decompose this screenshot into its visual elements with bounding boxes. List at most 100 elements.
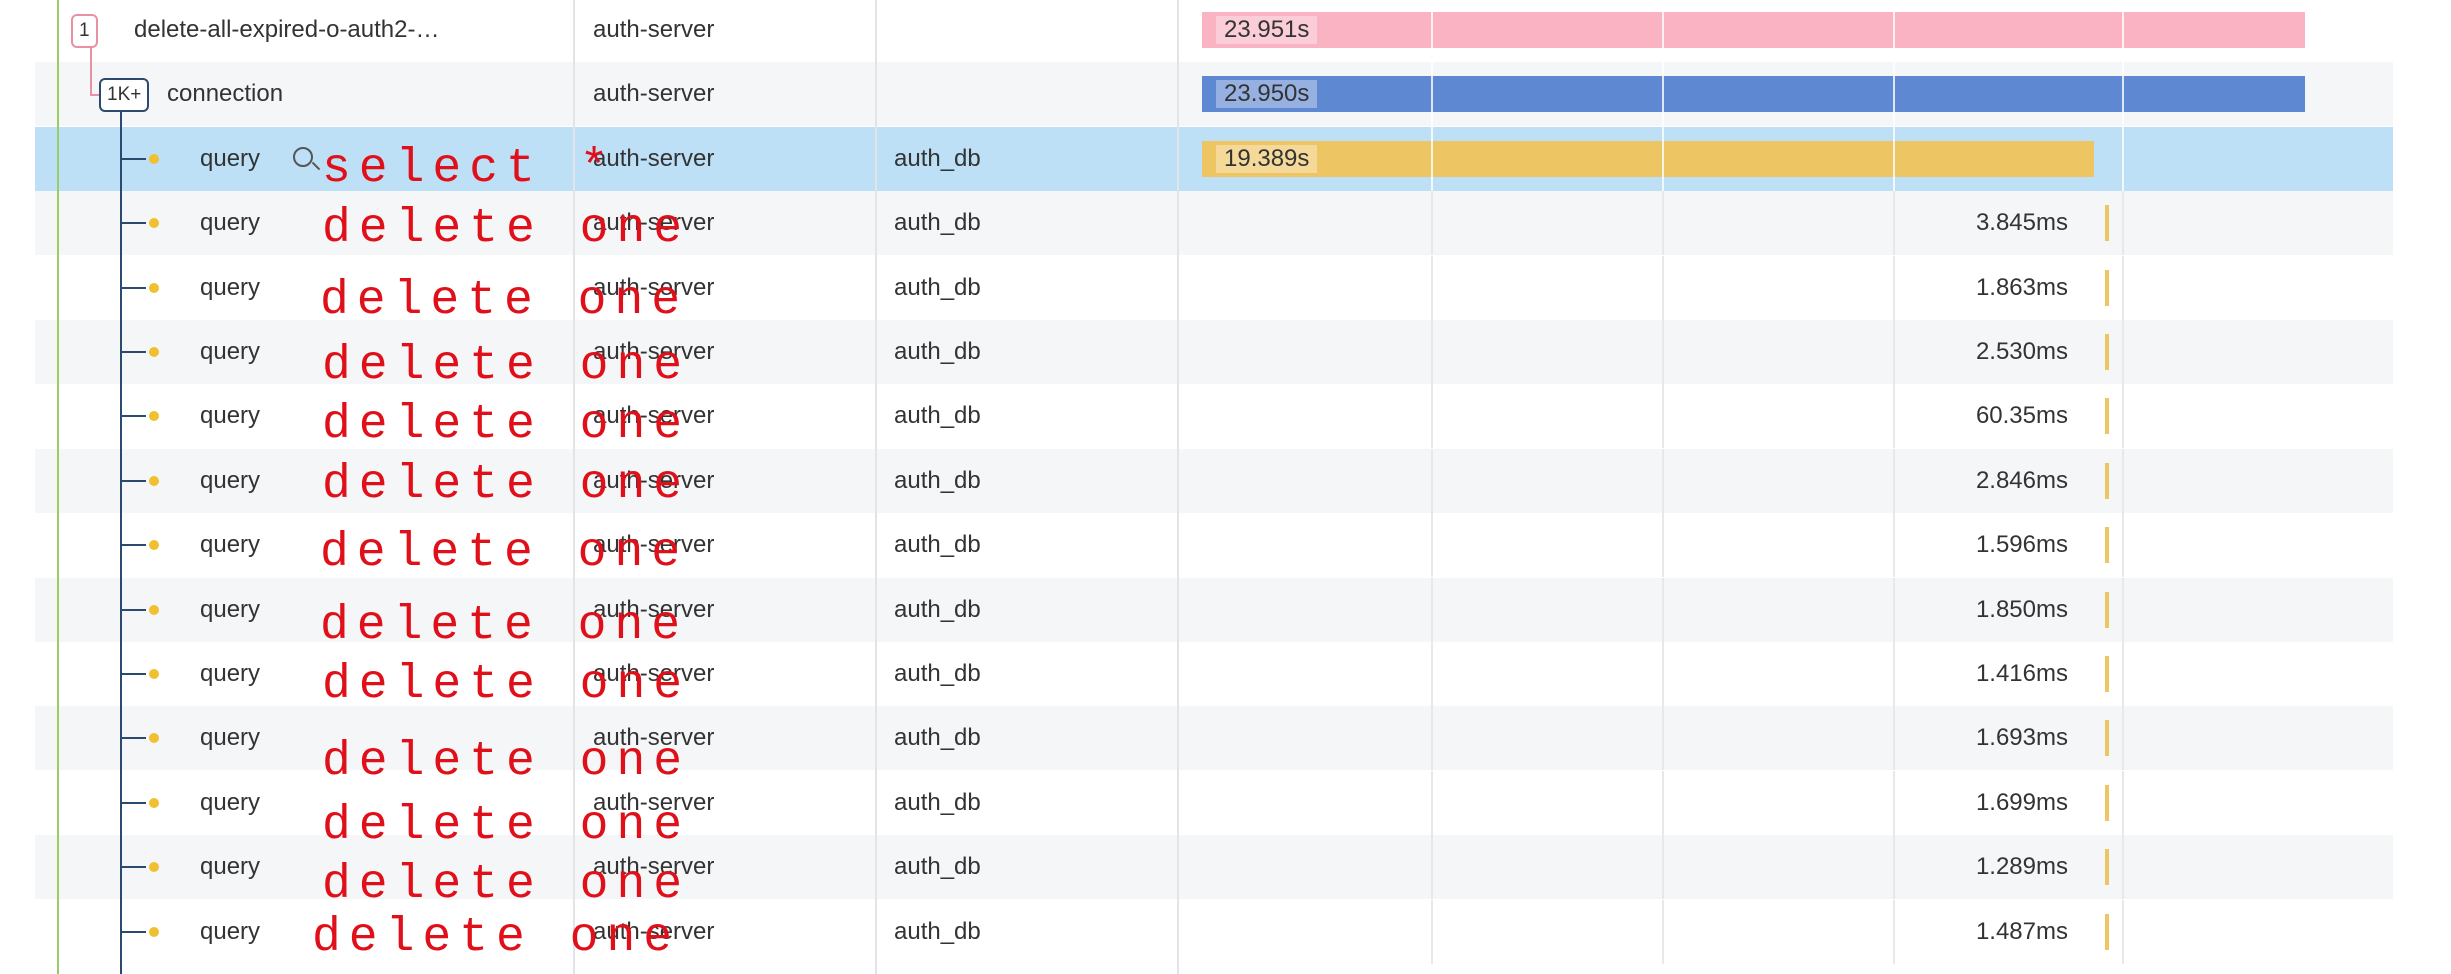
grid-line xyxy=(1431,0,1433,62)
duration-label: 1.596ms xyxy=(1975,531,2068,559)
grid-line xyxy=(1662,0,1664,62)
grid-line xyxy=(1893,62,1895,127)
span-name: query xyxy=(200,338,261,365)
duration-label: 60.35ms xyxy=(1975,402,2068,430)
trace-row[interactable]: query auth-server auth_db 1.693ms xyxy=(35,706,2393,771)
duration-tick xyxy=(2105,205,2109,242)
grid-line xyxy=(2122,835,2124,900)
span-name: query xyxy=(200,144,261,172)
db-name: auth_db xyxy=(894,788,981,816)
duration-label: 1.416ms xyxy=(1975,660,2068,687)
trace-row[interactable]: query auth-server auth_db 60.35ms xyxy=(35,384,2393,449)
grid-line xyxy=(1662,320,1664,384)
grid-line xyxy=(1893,448,1895,513)
span-name: query xyxy=(200,595,261,623)
tree-connector xyxy=(122,737,146,740)
duration-tick xyxy=(2105,720,2109,757)
grid-line xyxy=(1893,320,1895,384)
tree-line xyxy=(90,30,92,94)
service-name: auth-server xyxy=(593,788,715,816)
trace-row[interactable]: query auth-server auth_db 1.699ms xyxy=(35,770,2393,835)
grid-line xyxy=(1662,448,1664,513)
span-name: query xyxy=(200,724,261,752)
span-dot xyxy=(149,153,159,164)
grid-line xyxy=(1662,577,1664,642)
tree-connector xyxy=(122,866,146,869)
grid-line xyxy=(2122,191,2124,256)
service-name: auth-server xyxy=(593,80,715,108)
duration-label: 1.850ms xyxy=(1975,595,2068,623)
annotation: delete one xyxy=(320,273,689,328)
trace-row[interactable]: query auth-server auth_db 1.487ms xyxy=(35,899,2393,964)
duration-label: 2.530ms xyxy=(1975,338,2068,365)
trace-row[interactable]: query auth-server auth_db 3.845ms xyxy=(35,191,2393,256)
tree-connector xyxy=(122,222,146,225)
grid-line xyxy=(1662,706,1664,771)
grid-line xyxy=(1893,513,1895,578)
service-name: auth-server xyxy=(593,595,715,623)
trace-row[interactable]: query auth-server auth_db 19.389s xyxy=(35,126,2393,191)
db-name: auth_db xyxy=(894,144,981,172)
tree-connector xyxy=(122,286,146,289)
db-name: auth_db xyxy=(894,724,981,752)
grid-line xyxy=(1431,513,1433,578)
child-count-badge[interactable]: 1 xyxy=(71,14,98,48)
child-count-badge[interactable]: 1K+ xyxy=(99,78,150,113)
tree-connector xyxy=(122,479,146,482)
grid-line xyxy=(1893,835,1895,900)
grid-line xyxy=(1662,642,1664,706)
db-name: auth_db xyxy=(894,273,981,301)
db-name: auth_db xyxy=(894,209,981,237)
span-dot xyxy=(149,733,159,744)
trace-row[interactable]: query auth-server auth_db 1.596ms xyxy=(35,513,2393,578)
service-name: auth-server xyxy=(593,724,715,752)
grid-line xyxy=(2122,706,2124,771)
trace-row[interactable]: 1K+ connection auth-server 23.950s xyxy=(35,62,2393,127)
duration-bar: 19.389s xyxy=(1202,140,2094,177)
span-name: delete-all-expired-o-auth2-… xyxy=(134,16,440,43)
zoom-icon[interactable] xyxy=(293,146,313,167)
duration-tick xyxy=(2105,398,2109,435)
grid-line xyxy=(1893,126,1895,191)
span-name: query xyxy=(200,531,261,559)
grid-line xyxy=(1431,448,1433,513)
duration-label: 19.389s xyxy=(1216,144,1318,173)
span-name: query xyxy=(200,402,261,430)
tree-connector xyxy=(122,351,146,353)
col-divider xyxy=(573,0,575,974)
duration-label: 23.950s xyxy=(1216,80,1318,109)
trace-row[interactable]: 1 delete-all-expired-o-auth2-… auth-server… xyxy=(35,0,2393,62)
trace-row[interactable]: query auth-server auth_db 1.863ms xyxy=(35,255,2393,320)
service-name: auth-server xyxy=(593,273,715,301)
grid-line xyxy=(1431,835,1433,900)
tree-connector xyxy=(122,157,146,160)
tree-connector xyxy=(122,608,146,611)
grid-line xyxy=(1662,770,1664,835)
grid-line xyxy=(1431,255,1433,320)
trace-row[interactable]: query auth-server auth_db 1.289ms xyxy=(35,835,2393,900)
grid-line xyxy=(1893,191,1895,256)
span-dot xyxy=(149,604,159,615)
duration-tick xyxy=(2105,656,2109,692)
db-name: auth_db xyxy=(894,853,981,881)
grid-line xyxy=(1662,384,1664,449)
span-name: query xyxy=(200,209,261,237)
span-dot xyxy=(149,282,159,293)
span-name: connection xyxy=(167,80,284,108)
grid-line xyxy=(1893,0,1895,62)
trace-row[interactable]: query auth-server auth_db 2.530ms xyxy=(35,320,2393,384)
grid-line xyxy=(1431,320,1433,384)
tree-line xyxy=(120,110,122,974)
span-name: query xyxy=(200,788,261,816)
duration-tick xyxy=(2105,591,2109,628)
duration-label: 1.699ms xyxy=(1975,788,2068,816)
trace-row[interactable]: query auth-server auth_db 1.416ms xyxy=(35,642,2393,706)
grid-line xyxy=(2122,642,2124,706)
trace-row[interactable]: query auth-server auth_db 1.850ms xyxy=(35,577,2393,642)
trace-row[interactable]: query auth-server auth_db 2.846ms xyxy=(35,448,2393,513)
span-dot xyxy=(149,797,159,808)
annotation: delete one xyxy=(322,658,691,712)
duration-label: 1.487ms xyxy=(1975,917,2068,945)
duration-label: 1.693ms xyxy=(1975,724,2068,752)
